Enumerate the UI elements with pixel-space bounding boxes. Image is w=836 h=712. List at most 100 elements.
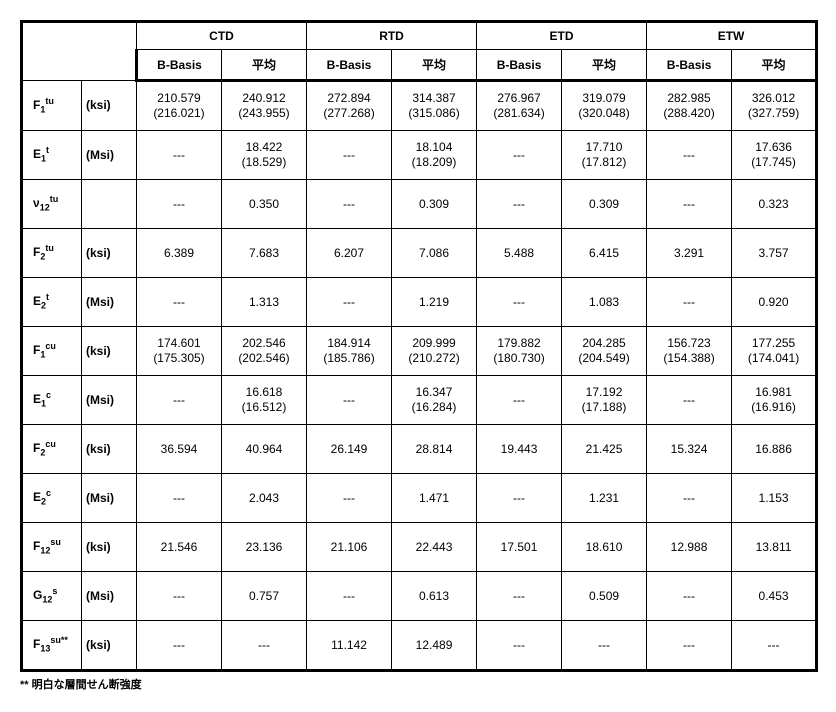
property-symbol: F1tu: [22, 81, 82, 131]
value-cell: 0.323: [732, 180, 817, 229]
value-cell: 16.347(16.284): [392, 376, 477, 425]
value-cell: ---: [732, 621, 817, 671]
header-etd: ETD: [477, 22, 647, 50]
value-cell: 177.255(174.041): [732, 327, 817, 376]
value-cell: 1.231: [562, 474, 647, 523]
value-cell: 17.192(17.188): [562, 376, 647, 425]
value-cell: ---: [477, 278, 562, 327]
subhead-bbasis: B-Basis: [137, 50, 222, 81]
value-cell: 1.219: [392, 278, 477, 327]
table-row: F1tu(ksi)210.579(216.021)240.912(243.955…: [22, 81, 817, 131]
property-unit: (ksi): [82, 81, 137, 131]
value-cell: 1.471: [392, 474, 477, 523]
property-unit: (ksi): [82, 327, 137, 376]
property-unit: (ksi): [82, 523, 137, 572]
value-cell: 18.422(18.529): [222, 131, 307, 180]
value-cell: ---: [307, 572, 392, 621]
value-cell: 210.579(216.021): [137, 81, 222, 131]
value-cell: 12.489: [392, 621, 477, 671]
subhead-bbasis: B-Basis: [307, 50, 392, 81]
subhead-mean: 平均: [222, 50, 307, 81]
value-cell: 18.610: [562, 523, 647, 572]
value-cell: ---: [307, 474, 392, 523]
value-cell: 16.618(16.512): [222, 376, 307, 425]
property-symbol: F1cu: [22, 327, 82, 376]
value-cell: ---: [477, 572, 562, 621]
value-cell: 22.443: [392, 523, 477, 572]
property-symbol: F2cu: [22, 425, 82, 474]
table-row: E1c(Msi)---16.618(16.512)---16.347(16.28…: [22, 376, 817, 425]
value-cell: 17.710(17.812): [562, 131, 647, 180]
value-cell: 3.291: [647, 229, 732, 278]
property-symbol: E2t: [22, 278, 82, 327]
subhead-bbasis: B-Basis: [647, 50, 732, 81]
value-cell: ---: [647, 376, 732, 425]
table-row: F2cu(ksi)36.59440.96426.14928.81419.4432…: [22, 425, 817, 474]
value-cell: 36.594: [137, 425, 222, 474]
table-row: E1t(Msi)---18.422(18.529)---18.104(18.20…: [22, 131, 817, 180]
value-cell: 0.613: [392, 572, 477, 621]
value-cell: 1.083: [562, 278, 647, 327]
value-cell: 21.425: [562, 425, 647, 474]
subhead-mean: 平均: [392, 50, 477, 81]
value-cell: 209.999(210.272): [392, 327, 477, 376]
value-cell: 282.985(288.420): [647, 81, 732, 131]
table-row: F1cu(ksi)174.601(175.305)202.546(202.546…: [22, 327, 817, 376]
value-cell: ---: [307, 180, 392, 229]
value-cell: 204.285(204.549): [562, 327, 647, 376]
value-cell: 18.104(18.209): [392, 131, 477, 180]
table-row: ν12tu---0.350---0.309---0.309---0.323: [22, 180, 817, 229]
property-unit: (Msi): [82, 376, 137, 425]
property-symbol: G12s: [22, 572, 82, 621]
table-row: F13su**(ksi)------11.14212.489----------…: [22, 621, 817, 671]
value-cell: 202.546(202.546): [222, 327, 307, 376]
value-cell: 6.415: [562, 229, 647, 278]
value-cell: 319.079(320.048): [562, 81, 647, 131]
value-cell: 2.043: [222, 474, 307, 523]
value-cell: 6.389: [137, 229, 222, 278]
value-cell: 156.723(154.388): [647, 327, 732, 376]
value-cell: ---: [307, 278, 392, 327]
value-cell: ---: [307, 131, 392, 180]
value-cell: ---: [137, 180, 222, 229]
value-cell: ---: [137, 572, 222, 621]
value-cell: ---: [137, 278, 222, 327]
property-unit: [82, 180, 137, 229]
subhead-mean: 平均: [562, 50, 647, 81]
value-cell: 16.981(16.916): [732, 376, 817, 425]
property-unit: (Msi): [82, 131, 137, 180]
value-cell: 184.914(185.786): [307, 327, 392, 376]
value-cell: ---: [477, 180, 562, 229]
value-cell: ---: [137, 621, 222, 671]
value-cell: 0.453: [732, 572, 817, 621]
property-unit: (Msi): [82, 572, 137, 621]
value-cell: 326.012(327.759): [732, 81, 817, 131]
value-cell: 11.142: [307, 621, 392, 671]
value-cell: 7.683: [222, 229, 307, 278]
value-cell: 174.601(175.305): [137, 327, 222, 376]
value-cell: 21.106: [307, 523, 392, 572]
value-cell: ---: [477, 131, 562, 180]
property-symbol: E1t: [22, 131, 82, 180]
value-cell: 17.636(17.745): [732, 131, 817, 180]
property-unit: (ksi): [82, 425, 137, 474]
value-cell: 5.488: [477, 229, 562, 278]
header-etw: ETW: [647, 22, 817, 50]
value-cell: 3.757: [732, 229, 817, 278]
property-symbol: E2c: [22, 474, 82, 523]
value-cell: ---: [647, 572, 732, 621]
value-cell: 179.882(180.730): [477, 327, 562, 376]
property-symbol: F12su: [22, 523, 82, 572]
value-cell: 272.894(277.268): [307, 81, 392, 131]
header-blank: [22, 22, 137, 81]
value-cell: 0.350: [222, 180, 307, 229]
table-row: E2t(Msi)---1.313---1.219---1.083---0.920: [22, 278, 817, 327]
property-unit: (ksi): [82, 229, 137, 278]
value-cell: 0.920: [732, 278, 817, 327]
value-cell: 16.886: [732, 425, 817, 474]
value-cell: 17.501: [477, 523, 562, 572]
subhead-bbasis: B-Basis: [477, 50, 562, 81]
value-cell: ---: [477, 474, 562, 523]
value-cell: 314.387(315.086): [392, 81, 477, 131]
value-cell: 23.136: [222, 523, 307, 572]
